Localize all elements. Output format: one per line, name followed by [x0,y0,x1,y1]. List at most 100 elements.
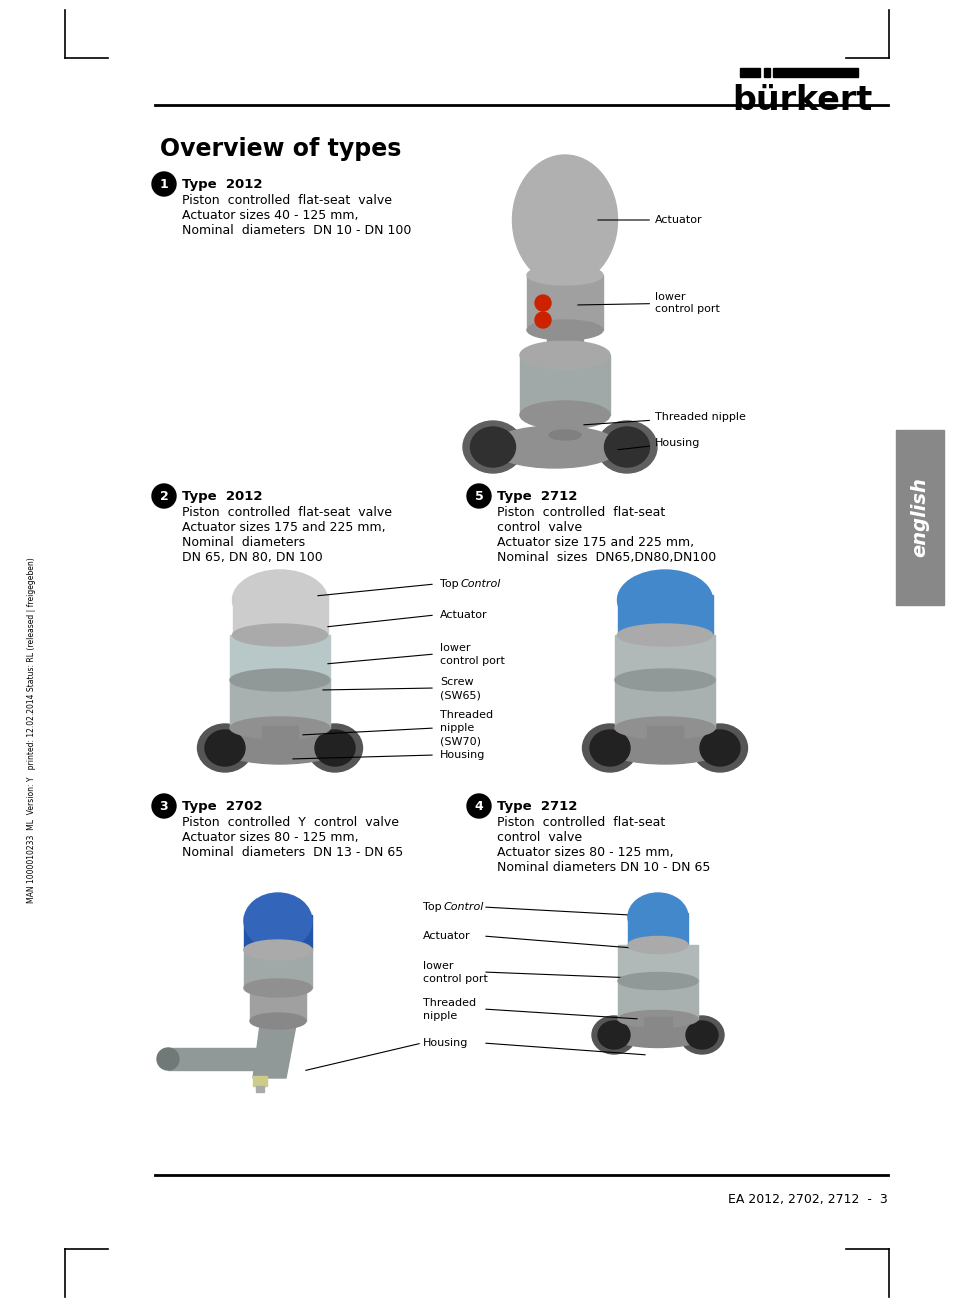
Ellipse shape [627,893,687,941]
Text: control  valve: control valve [497,831,581,844]
Text: lower
control port: lower control port [578,293,720,314]
Ellipse shape [462,421,522,473]
Ellipse shape [604,427,649,467]
Text: Nominal diameters DN 10 - DN 65: Nominal diameters DN 10 - DN 65 [497,861,710,874]
Ellipse shape [512,156,617,285]
Text: english: english [909,477,928,557]
Ellipse shape [679,1016,723,1053]
Bar [615,678,714,728]
Text: MAN 1000010233  ML  Version: Y   printed: 12.02.2014 Status: RL (released | frei: MAN 1000010233 ML Version: Y printed: 12… [28,557,36,903]
Text: Nominal  diameters: Nominal diameters [182,536,305,549]
Ellipse shape [307,724,362,772]
Text: Type  2702: Type 2702 [182,800,262,813]
Text: Actuator size 175 and 225 mm,: Actuator size 175 and 225 mm, [497,536,694,549]
Text: DN 65, DN 80, DN 100: DN 65, DN 80, DN 100 [182,552,322,565]
Bar [548,413,580,435]
Ellipse shape [230,718,330,738]
Text: Control: Control [443,902,484,912]
Text: Threaded nipple: Threaded nipple [583,412,745,425]
Text: lower: lower [422,961,453,971]
Circle shape [152,793,175,818]
Text: Type  2012: Type 2012 [182,178,262,191]
Ellipse shape [618,1010,698,1027]
Text: Piston  controlled  flat-seat  valve: Piston controlled flat-seat valve [182,193,392,207]
Ellipse shape [197,724,253,772]
Text: Actuator sizes 175 and 225 mm,: Actuator sizes 175 and 225 mm, [182,521,385,535]
Ellipse shape [609,1022,705,1047]
Text: Overview of types: Overview of types [160,137,401,161]
Text: Nominal  diameters  DN 10 - DN 100: Nominal diameters DN 10 - DN 100 [182,223,411,237]
Text: control  valve: control valve [497,521,581,535]
Text: nipple: nipple [422,1012,456,1021]
Circle shape [152,173,175,196]
Ellipse shape [244,979,312,997]
Text: Piston  controlled  flat-seat  valve: Piston controlled flat-seat valve [182,506,392,519]
Text: Actuator: Actuator [439,610,487,620]
Bar [615,635,714,680]
Ellipse shape [598,1021,629,1050]
Bar [519,356,609,416]
Polygon shape [253,1025,295,1078]
Circle shape [535,312,551,328]
Text: Housing: Housing [618,438,700,450]
Ellipse shape [592,1016,636,1053]
Circle shape [467,793,491,818]
Bar [526,274,602,329]
Ellipse shape [519,341,609,369]
Text: bürkert: bürkert [731,84,871,116]
Text: nipple: nipple [439,723,474,733]
Text: 1: 1 [159,178,168,191]
Bar [646,725,682,746]
Text: Actuator sizes 80 - 125 mm,: Actuator sizes 80 - 125 mm, [182,831,358,844]
Ellipse shape [157,1048,179,1070]
Ellipse shape [627,937,687,954]
Text: 2: 2 [159,490,168,502]
Ellipse shape [220,732,339,765]
Text: Top: Top [422,902,441,912]
Bar [262,725,297,746]
Bar [643,1017,671,1033]
Text: Actuator sizes 80 - 125 mm,: Actuator sizes 80 - 125 mm, [497,846,673,859]
Text: (SW65): (SW65) [439,690,480,701]
Text: Screw: Screw [439,677,473,687]
Bar [255,1086,264,1093]
Bar [244,915,312,950]
Text: Piston  controlled  flat-seat: Piston controlled flat-seat [497,506,664,519]
Text: Type  2712: Type 2712 [497,490,577,503]
Circle shape [467,484,491,508]
Text: Nominal  sizes  DN65,DN80,DN100: Nominal sizes DN65,DN80,DN100 [497,552,716,565]
Text: Piston  controlled  flat-seat: Piston controlled flat-seat [497,816,664,829]
Ellipse shape [617,623,712,646]
Bar [763,68,769,77]
Ellipse shape [490,426,619,468]
Text: Type  2012: Type 2012 [182,490,262,503]
Bar [618,595,712,635]
Ellipse shape [205,731,245,766]
Bar [772,68,857,77]
Ellipse shape [597,421,657,473]
Ellipse shape [244,940,312,961]
Circle shape [152,484,175,508]
Bar [253,1076,267,1086]
Text: 5: 5 [475,490,483,502]
Bar [618,945,698,982]
Circle shape [535,295,551,311]
Bar [168,1048,263,1070]
Text: EA 2012, 2702, 2712  -  3: EA 2012, 2702, 2712 - 3 [727,1193,887,1206]
Bar [233,595,328,635]
Ellipse shape [314,731,355,766]
Ellipse shape [618,972,698,989]
Ellipse shape [615,669,714,691]
Ellipse shape [233,623,327,646]
Text: control port: control port [439,656,504,667]
Text: Housing: Housing [439,750,485,759]
Bar [740,68,760,77]
Ellipse shape [692,724,747,772]
Ellipse shape [685,1021,718,1050]
Text: Actuator sizes 40 - 125 mm,: Actuator sizes 40 - 125 mm, [182,209,358,222]
Ellipse shape [250,1013,306,1029]
Bar [627,914,687,945]
Bar [546,329,582,356]
Ellipse shape [526,265,602,285]
Ellipse shape [582,724,637,772]
